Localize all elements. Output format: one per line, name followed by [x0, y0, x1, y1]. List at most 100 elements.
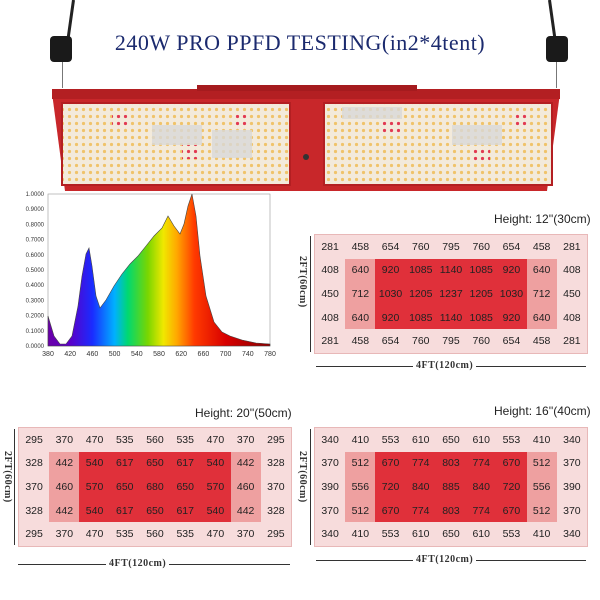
ppfd-grid-12in: 281 458 654 760 795 760 654 458 281 408 640 920 1085… — [314, 234, 588, 354]
ppfd-cell: 535 — [116, 528, 134, 541]
ppfd-cell: 540 — [200, 451, 231, 476]
spectrum-curve — [47, 193, 271, 347]
grow-light-panel — [52, 85, 560, 191]
right-hanging-wire — [556, 62, 557, 88]
ppfd-cell: 540 — [79, 451, 110, 476]
ppfd-cell: 390 — [563, 480, 581, 493]
ppfd-cell: 840 — [405, 475, 436, 499]
ppfd-cell: 650 — [170, 475, 201, 499]
ppfd-row: 390 556 720 840 885 840 720 556 390 — [315, 475, 587, 499]
ppfd-row: 370 512 670 774 803 774 670 512 370 — [315, 498, 587, 523]
ppfd-row: 450 712 1030 1205 1237 1205 1030 712 450 — [315, 282, 587, 306]
ppfd-cell: 295 — [267, 433, 285, 446]
ppfd-cell: 442 — [49, 498, 80, 523]
width-label-20in: 4FT(120cm) — [106, 558, 170, 569]
spectrum-x-tick-label: 660 — [198, 351, 210, 358]
spectrum-y-tick-label: 0.6000 — [26, 253, 45, 259]
ppfd-cell: 408 — [321, 264, 339, 277]
ppfd-cell: 1085 — [466, 258, 497, 283]
ppfd-cell: 650 — [442, 528, 460, 541]
ppfd-grid-16in: 340 410 553 610 650 610 553 410 340 370 512 670 774 8… — [314, 427, 588, 547]
ppfd-cell: 328 — [25, 504, 43, 517]
ppfd-cell: 450 — [563, 287, 581, 300]
ppfd-cell: 1030 — [375, 282, 406, 306]
spectrum-x-tick-label: 740 — [242, 351, 254, 358]
ppfd-cell: 458 — [532, 335, 551, 348]
width-label-16in: 4FT(120cm) — [413, 554, 477, 565]
spectrum-x-tick-label: 500 — [109, 351, 121, 358]
ppfd-cell: 560 — [146, 433, 164, 446]
ppfd-cell: 556 — [526, 475, 557, 499]
ppfd-cell: 540 — [200, 498, 231, 523]
ppfd-cell: 281 — [321, 240, 339, 253]
page-title: 240W PRO PPFD TESTING(in2*4tent) — [114, 30, 486, 55]
ppfd-cell: 553 — [381, 528, 400, 541]
ppfd-cell: 370 — [236, 433, 255, 446]
ppfd-row: 295 370 470 535 560 535 470 370 295 — [19, 522, 291, 546]
ppfd-cell: 803 — [435, 498, 467, 523]
ppfd-cell: 370 — [236, 528, 255, 541]
ppfd-cell: 295 — [25, 433, 43, 446]
ppfd-row: 340 410 553 610 650 610 553 410 340 — [315, 522, 587, 546]
right-ratchet-hanger-icon — [546, 36, 568, 62]
ppfd-cell: 920 — [375, 258, 406, 283]
left-hanging-wire — [62, 62, 63, 88]
ppfd-cell: 617 — [109, 498, 140, 523]
ppfd-cell: 712 — [526, 282, 557, 306]
ppfd-row: 408 640 920 1085 1140 1085 920 640 408 — [315, 258, 587, 283]
ppfd-cell: 920 — [496, 258, 527, 283]
spectrum-x-tick-label: 380 — [42, 351, 54, 358]
ppfd-cell: 553 — [381, 433, 400, 446]
ppfd-cell: 390 — [321, 480, 339, 493]
ppfd-cell: 1205 — [466, 282, 497, 306]
ppfd-cell: 840 — [466, 475, 497, 499]
ppfd-row: 281 458 654 760 795 760 654 458 281 — [315, 329, 587, 353]
ppfd-cell: 654 — [381, 240, 400, 253]
ppfd-cell: 556 — [345, 475, 376, 499]
ppfd-cell: 512 — [345, 451, 376, 476]
ppfd-cell: 370 — [563, 457, 581, 470]
ppfd-cell: 370 — [25, 480, 43, 493]
light-spectrum-chart: 1.0000 0.9000 0.8000 0.7000 0.6000 0.5000 0.40… — [26, 192, 276, 358]
ppfd-cell: 295 — [25, 528, 43, 541]
spectrum-y-tick-label: 0.7000 — [26, 238, 45, 244]
ppfd-cell: 760 — [472, 335, 490, 348]
ppfd-row: 295 370 470 535 560 535 470 370 295 — [19, 428, 291, 452]
spectrum-y-tick-label: 1.0000 — [26, 192, 45, 198]
ppfd-cell: 512 — [526, 498, 557, 523]
ppfd-cell: 650 — [139, 451, 171, 476]
ppfd-cell: 640 — [526, 305, 557, 330]
ppfd-cell: 617 — [170, 451, 201, 476]
spectrum-y-tick-label: 0.4000 — [26, 283, 45, 289]
ppfd-cell: 281 — [563, 335, 581, 348]
ppfd-cell: 560 — [146, 528, 164, 541]
spectrum-x-tick-label: 700 — [220, 351, 232, 358]
ppfd-cell: 774 — [405, 451, 436, 476]
ppfd-cell: 460 — [230, 475, 261, 499]
ppfd-cell: 774 — [405, 498, 436, 523]
ppfd-cell: 1085 — [405, 305, 436, 330]
ppfd-cell: 640 — [345, 305, 376, 330]
ppfd-cell: 512 — [526, 451, 557, 476]
ppfd-cell: 774 — [466, 498, 497, 523]
spectrum-x-ticks: 380 420 460 500 540 580 620 660 700 740 780 — [42, 351, 276, 358]
ppfd-cell: 885 — [435, 475, 467, 499]
ppfd-grid-20in: 295 370 470 535 560 535 470 370 295 328 442 540 617 6… — [18, 427, 292, 547]
ppfd-cell: 795 — [442, 335, 460, 348]
ppfd-cell: 295 — [267, 528, 285, 541]
ppfd-cell: 458 — [532, 240, 551, 253]
depth-label-16in: 2FT(60cm) — [297, 451, 308, 503]
ppfd-cell: 1237 — [435, 282, 467, 306]
depth-label-20in: 2FT(60cm) — [2, 451, 13, 503]
ppfd-cell: 281 — [563, 240, 581, 253]
ppfd-cell: 610 — [472, 433, 490, 446]
ppfd-cell: 535 — [176, 528, 194, 541]
left-ratchet-hanger-icon — [50, 36, 72, 62]
ppfd-cell: 654 — [502, 335, 521, 348]
ppfd-cell: 1140 — [435, 305, 467, 330]
ppfd-cell: 760 — [412, 335, 430, 348]
ppfd-cell: 470 — [206, 433, 225, 446]
ppfd-cell: 1085 — [466, 305, 497, 330]
ppfd-cell: 640 — [345, 258, 376, 283]
ppfd-cell: 340 — [321, 528, 339, 541]
